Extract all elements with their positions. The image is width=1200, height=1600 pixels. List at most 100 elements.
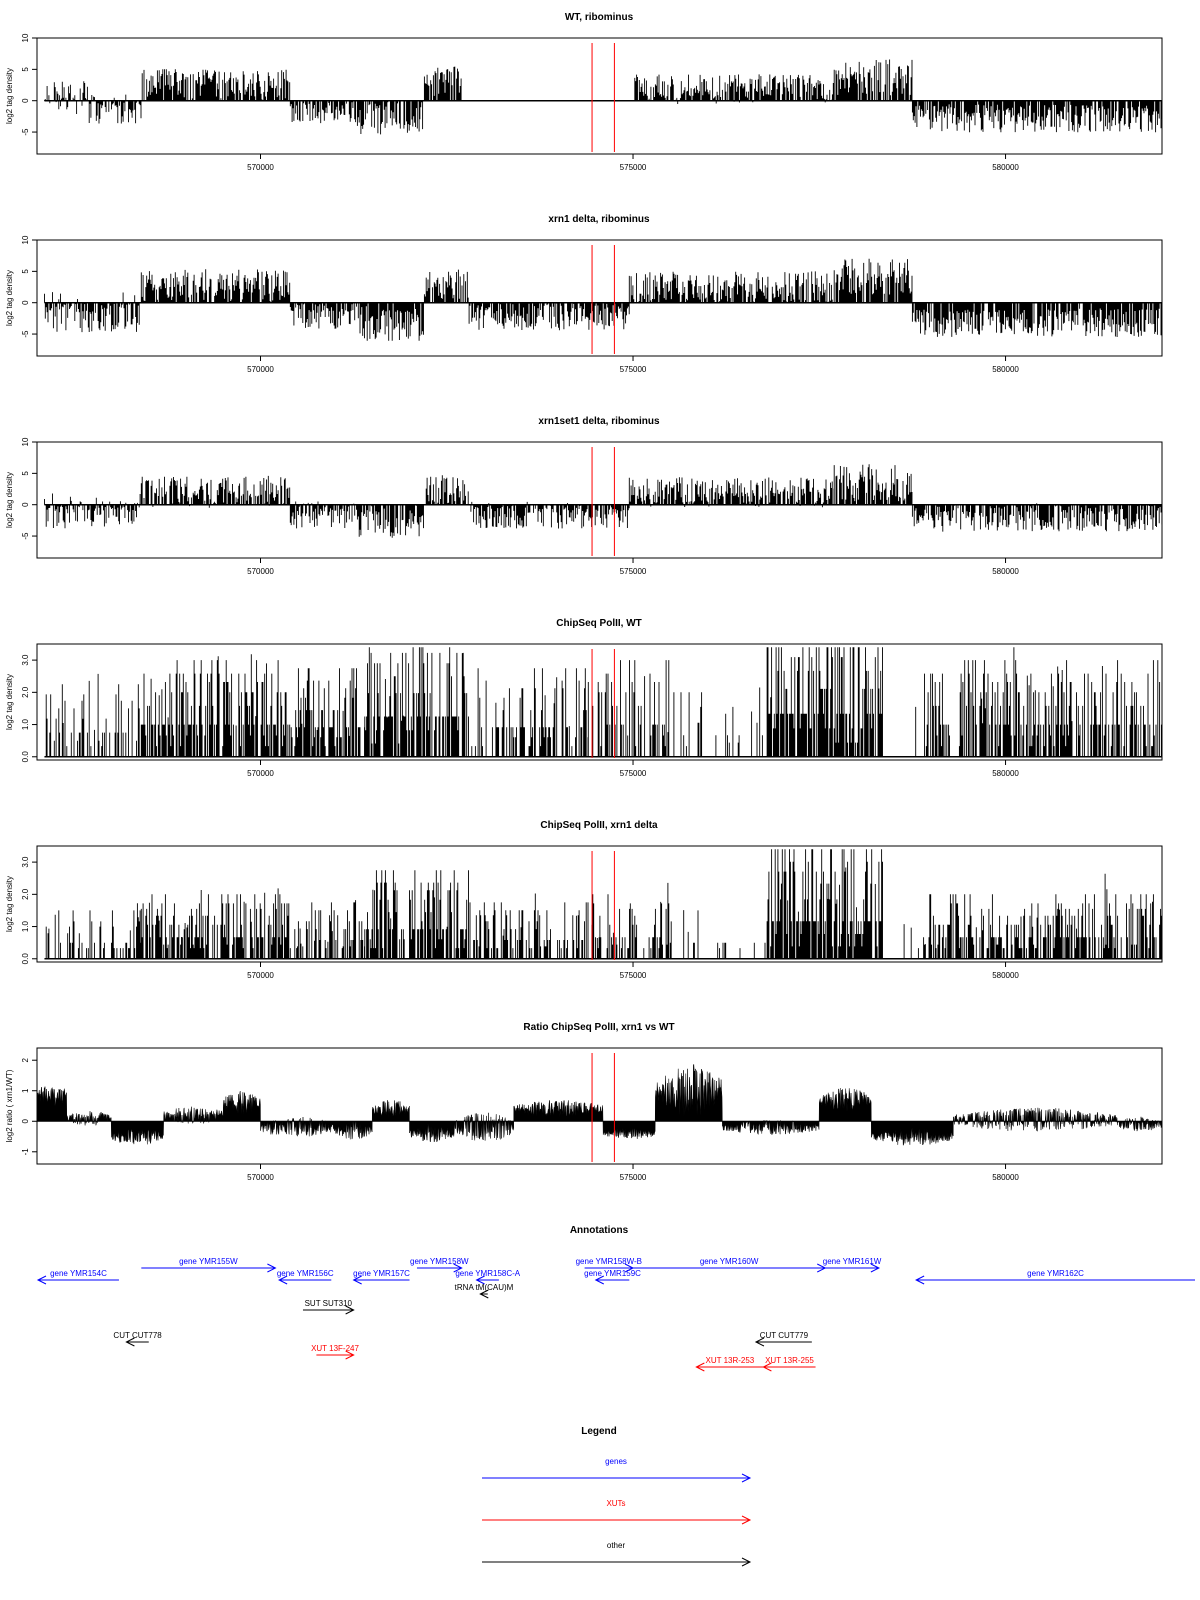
panel-ratio: Ratio ChipSeq PolII, xrn1 vs WT -1 0 1 2 log2… bbox=[5, 1022, 1163, 1182]
annotation-item: gene YMR157C bbox=[352, 1269, 410, 1285]
annotations-track: Annotations gene YMR154C gene YMR155W gene… bbox=[36, 1225, 1195, 1372]
y-tick-label: -5 bbox=[21, 128, 30, 136]
annotation-label: XUT 13R-253 bbox=[705, 1356, 754, 1365]
annotation-arrowhead bbox=[475, 1275, 485, 1285]
legend-entry-other: other bbox=[482, 1541, 752, 1567]
x-tick-label: 580000 bbox=[992, 567, 1019, 576]
legend-entry-xuts: XUTs bbox=[482, 1499, 752, 1525]
x-tick-label: 570000 bbox=[247, 365, 274, 374]
annotation-label: gene YMR157C bbox=[353, 1269, 410, 1278]
annotation-item: gene YMR155W bbox=[141, 1257, 277, 1273]
annotation-arrowhead bbox=[125, 1337, 135, 1347]
annotation-item: gene YMR158W bbox=[410, 1257, 469, 1273]
y-tick-label: 0 bbox=[21, 1118, 30, 1123]
legend-arrowhead bbox=[741, 1515, 752, 1525]
legend-arrowhead bbox=[741, 1557, 752, 1567]
annotation-label: gene YMR156C bbox=[277, 1269, 334, 1278]
y-tick-label: -5 bbox=[21, 330, 30, 338]
plot-frame bbox=[36, 37, 1163, 155]
annotation-label: gene YMR159C bbox=[584, 1269, 641, 1278]
annotation-label: gene YMR158W-B bbox=[576, 1257, 642, 1266]
annotation-label: XUT 13R-255 bbox=[765, 1356, 814, 1365]
annotation-item: gene YMR158C-A bbox=[455, 1269, 521, 1285]
annotation-arrowhead bbox=[345, 1350, 355, 1360]
y-axis-label: log2 tag density bbox=[5, 472, 14, 528]
x-tick-label: 580000 bbox=[992, 1173, 1019, 1182]
annotation-arrowhead bbox=[352, 1275, 362, 1285]
x-tick-label: 570000 bbox=[247, 567, 274, 576]
panel-chip_xrn1: ChipSeq PolII, xrn1 delta 0.0 1.0 2.0 3.0 log… bbox=[5, 820, 1163, 980]
legend-label: other bbox=[607, 1541, 626, 1550]
annotation-label: gene YMR158C-A bbox=[455, 1269, 520, 1278]
legend-arrowhead bbox=[741, 1473, 752, 1483]
panel-title: Ratio ChipSeq PolII, xrn1 vs WT bbox=[523, 1022, 674, 1033]
panel-wt: WT, ribominus -5 0 5 10 log2 tag density 57000… bbox=[5, 12, 1163, 172]
annotation-label: SUT SUT310 bbox=[305, 1299, 353, 1308]
annotation-item: CUT CUT779 bbox=[754, 1331, 812, 1347]
x-tick-label: 570000 bbox=[247, 971, 274, 980]
annotation-arrowhead bbox=[267, 1263, 277, 1273]
legend-entry-genes: genes bbox=[482, 1457, 752, 1483]
plot-frame bbox=[36, 1047, 1163, 1165]
panel-title: xrn1 delta, ribominus bbox=[548, 214, 650, 225]
annotation-label: CUT CUT778 bbox=[113, 1331, 162, 1340]
x-tick-label: 575000 bbox=[620, 567, 647, 576]
annotation-arrowhead bbox=[453, 1263, 463, 1273]
legend: Legend genes XUTs other bbox=[482, 1426, 752, 1567]
annotation-label: gene YMR155W bbox=[179, 1257, 238, 1266]
panel-title: ChipSeq PolII, WT bbox=[556, 618, 642, 629]
annotation-label: gene YMR160W bbox=[700, 1257, 759, 1266]
series-chip_xrn1 bbox=[44, 849, 1162, 960]
panel-title: xrn1set1 delta, ribominus bbox=[538, 416, 660, 427]
annotation-arrowhead bbox=[915, 1275, 925, 1285]
y-tick-label: -1 bbox=[21, 1148, 30, 1156]
y-tick-label: 5 bbox=[21, 269, 30, 274]
y-tick-label: 10 bbox=[21, 437, 30, 446]
annotation-arrowhead bbox=[594, 1275, 604, 1285]
y-axis-label: log2 tag density bbox=[5, 270, 14, 326]
signal-bars bbox=[44, 59, 1163, 135]
annotation-arrowhead bbox=[345, 1305, 355, 1315]
x-tick-label: 580000 bbox=[992, 769, 1019, 778]
y-tick-label: 2.0 bbox=[21, 686, 30, 698]
y-tick-label: 3.0 bbox=[21, 654, 30, 666]
annotation-arrowhead bbox=[817, 1263, 827, 1273]
y-tick-label: 10 bbox=[21, 235, 30, 244]
y-tick-label: 0 bbox=[21, 300, 30, 305]
x-tick-label: 575000 bbox=[620, 365, 647, 374]
x-tick-label: 575000 bbox=[620, 1173, 647, 1182]
y-tick-label: 1.0 bbox=[21, 718, 30, 730]
x-tick-label: 580000 bbox=[992, 971, 1019, 980]
panel-xrn1: xrn1 delta, ribominus -5 0 5 10 log2 tag dens… bbox=[5, 214, 1163, 374]
y-tick-label: 1 bbox=[21, 1088, 30, 1093]
y-tick-label: 2.0 bbox=[21, 888, 30, 900]
annotation-arrowhead bbox=[624, 1263, 635, 1273]
annotation-item: gene YMR161W bbox=[823, 1257, 882, 1273]
y-tick-label: 0 bbox=[21, 502, 30, 507]
annotation-item: gene YMR162C bbox=[915, 1269, 1195, 1285]
panel-title: WT, ribominus bbox=[565, 12, 634, 23]
y-tick-label: -5 bbox=[21, 532, 30, 540]
annotation-label: gene YMR161W bbox=[823, 1257, 882, 1266]
y-tick-label: 1.0 bbox=[21, 920, 30, 932]
x-tick-label: 575000 bbox=[620, 971, 647, 980]
series-xrn1 bbox=[44, 258, 1163, 341]
annotation-item: SUT SUT310 bbox=[302, 1299, 355, 1315]
annotation-label: CUT CUT779 bbox=[760, 1331, 809, 1340]
y-axis-label: log2 ratio ( xrn1/WT) bbox=[5, 1069, 14, 1142]
annotation-arrowhead bbox=[754, 1337, 765, 1347]
y-axis-label: log2 tag density bbox=[5, 674, 14, 730]
plot-frame bbox=[36, 845, 1163, 963]
x-tick-label: 570000 bbox=[247, 1173, 274, 1182]
plot-frame bbox=[36, 239, 1163, 357]
annotation-label: gene YMR162C bbox=[1027, 1269, 1084, 1278]
annotation-item: XUT 13R-253 bbox=[695, 1356, 764, 1372]
x-tick-label: 570000 bbox=[247, 769, 274, 778]
annotation-arrowhead bbox=[36, 1275, 47, 1285]
annotation-arrowhead bbox=[479, 1289, 489, 1299]
annotation-label: tRNA tM(CAU)M bbox=[455, 1283, 514, 1292]
legend-title: Legend bbox=[581, 1426, 617, 1437]
annotation-arrowhead bbox=[278, 1275, 288, 1285]
